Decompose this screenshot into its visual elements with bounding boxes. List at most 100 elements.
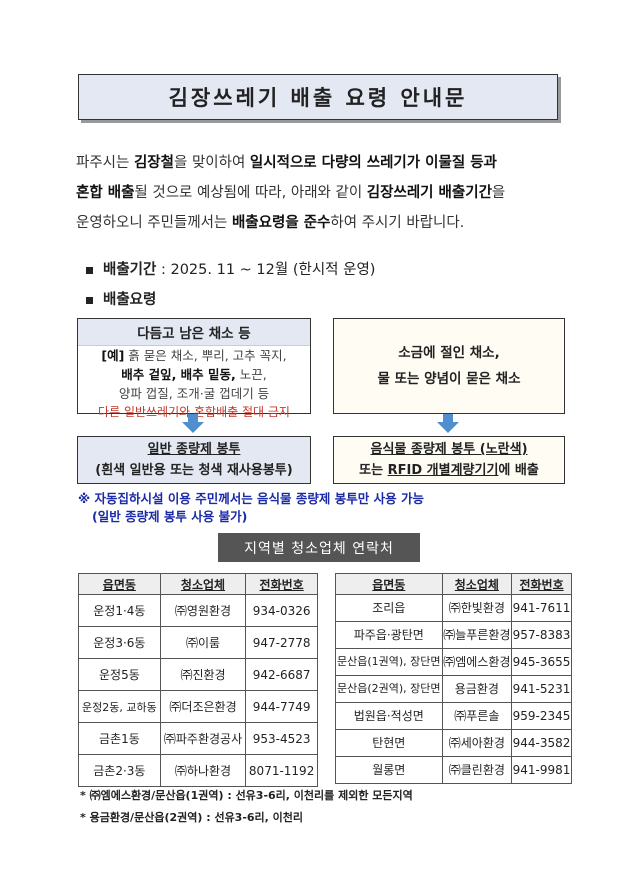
company-cell: ㈜더조은환경 bbox=[159, 690, 247, 723]
table-row: 금촌2·3동 ㈜하나환경 8071-1192 bbox=[78, 754, 318, 787]
example-tag: [예] bbox=[101, 348, 125, 363]
phone-cell: 942-6687 bbox=[245, 658, 318, 691]
company-cell: ㈜세아환경 bbox=[441, 729, 513, 757]
area-cell: 금촌2·3동 bbox=[78, 754, 161, 787]
method-label: 배출요령 bbox=[103, 292, 157, 308]
area-cell: 운정2동, 교하동 bbox=[78, 690, 161, 723]
footnote: * ㈜엠에스환경/문산읍(1권역) : 선유3-6리, 이천리를 제외한 모든지… bbox=[80, 789, 413, 802]
phone-cell: 957-8383 bbox=[511, 621, 572, 649]
col-header: 전화번호 bbox=[511, 573, 572, 595]
area-cell: 운정1·4동 bbox=[78, 594, 161, 627]
intro-paragraph: 파주시는 김장철을 맞이하여 일시적으로 다량의 쓰레기가 이물질 등과 혼합 … bbox=[76, 148, 566, 238]
period-label: 배출기간 bbox=[103, 262, 157, 278]
text: 김장쓰레기 배출기간 bbox=[366, 185, 492, 201]
general-bag-box: 일반 종량제 봉투 (흰색 일반용 또는 청색 재사용봉투) bbox=[77, 436, 311, 484]
table-row: 파주읍·광탄면 ㈜늘푸른환경 957-8383 bbox=[335, 621, 572, 649]
phone-cell: 941-5231 bbox=[511, 675, 572, 703]
text: RFID 개별계량기기 bbox=[387, 463, 499, 478]
text: 노끈, bbox=[235, 367, 267, 382]
phone-cell: 944-7749 bbox=[245, 690, 318, 723]
text: 배출요령을 준수 bbox=[231, 215, 331, 231]
text: 물 또는 양념이 묻은 채소 bbox=[377, 371, 521, 387]
box-header: 다듬고 남은 채소 등 bbox=[78, 319, 310, 346]
company-cell: ㈜영원환경 bbox=[159, 594, 247, 627]
text: (흰색 일반용 또는 청색 재사용봉투) bbox=[95, 463, 293, 478]
text: 흙 묻은 채소, 뿌리, 고추 꼭지, bbox=[124, 348, 287, 363]
phone-cell: 953-4523 bbox=[245, 722, 318, 755]
section-title: 지역별 청소업체 연락처 bbox=[218, 533, 420, 562]
company-cell: ㈜푸른솔 bbox=[441, 702, 513, 730]
contact-table-right: 읍면동 청소업체 전화번호 조리읍 ㈜한빛환경 941-7611 파주읍·광탄면 ㈜늘푸른환… bbox=[335, 573, 572, 784]
table-row: 문산읍(1권역), 장단면 ㈜엠에스환경 945-3655 bbox=[335, 648, 572, 676]
company-cell: ㈜한빛환경 bbox=[441, 594, 513, 622]
company-cell: ㈜클린환경 bbox=[441, 756, 513, 784]
col-header: 청소업체 bbox=[159, 573, 247, 595]
general-waste-box: 다듬고 남은 채소 등 [예] 흙 묻은 채소, 뿌리, 고추 꼭지, 배추 겉… bbox=[77, 318, 311, 419]
text: 을 맞이하여 bbox=[174, 155, 250, 171]
table-row: 금촌1동 ㈜파주환경공사 953-4523 bbox=[78, 722, 318, 755]
text: 될 것으로 예상됨에 따라, 아래와 같이 bbox=[134, 185, 367, 201]
text: 파주시는 bbox=[76, 155, 134, 171]
company-cell: ㈜이룸 bbox=[159, 626, 247, 659]
text: 에 배출 bbox=[498, 463, 539, 478]
area-cell: 운정3·6동 bbox=[78, 626, 161, 659]
text: ※ 자동집하시설 이용 주민께서는 음식물 종량제 봉투만 사용 가능 bbox=[78, 491, 424, 506]
warning-text: 다른 일반쓰레기와 혼합배출 절대 금지 bbox=[98, 405, 290, 419]
company-cell: ㈜엠에스환경 bbox=[441, 648, 513, 676]
area-cell: 운정5동 bbox=[78, 658, 161, 691]
col-header: 청소업체 bbox=[441, 573, 513, 595]
table-row: 운정1·4동 ㈜영원환경 934-0326 bbox=[78, 594, 318, 627]
period-item: 배출기간 : 2025. 11 ~ 12월 (한시적 운영) bbox=[86, 258, 375, 279]
col-header: 읍면동 bbox=[335, 573, 443, 595]
area-cell: 조리읍 bbox=[335, 594, 443, 622]
text: 하여 주시기 바랍니다. bbox=[330, 215, 465, 231]
table-row: 운정3·6동 ㈜이룸 947-2778 bbox=[78, 626, 318, 659]
phone-cell: 941-7611 bbox=[511, 594, 572, 622]
table-row: 조리읍 ㈜한빛환경 941-7611 bbox=[335, 594, 572, 622]
phone-cell: 934-0326 bbox=[245, 594, 318, 627]
page-title: 김장쓰레기 배출 요령 안내문 bbox=[78, 74, 558, 120]
contact-table-left: 읍면동 청소업체 전화번호 운정1·4동 ㈜영원환경 934-0326 운정3·6동 ㈜이룸… bbox=[78, 573, 318, 787]
notice-text: ※ 자동집하시설 이용 주민께서는 음식물 종량제 봉투만 사용 가능 (일반 … bbox=[78, 490, 424, 526]
company-cell: ㈜파주환경공사 bbox=[159, 722, 247, 755]
square-bullet-icon bbox=[86, 266, 93, 274]
food-bag-box: 음식물 종량제 봉투 (노란색) 또는 RFID 개별계량기기에 배출 bbox=[333, 436, 565, 484]
footnote: * 용금환경/문산읍(2권역) : 선유3-6리, 이천리 bbox=[80, 811, 304, 824]
text: 배추 겉잎, 배추 밑동, bbox=[121, 367, 236, 382]
company-cell: ㈜하나환경 bbox=[159, 754, 247, 787]
area-cell: 월롱면 bbox=[335, 756, 443, 784]
arrow-down-icon bbox=[437, 414, 459, 433]
period-value: : 2025. 11 ~ 12월 (한시적 운영) bbox=[156, 262, 376, 278]
table-row: 운정2동, 교하동 ㈜더조은환경 944-7749 bbox=[78, 690, 318, 723]
table-row: 탄현면 ㈜세아환경 944-3582 bbox=[335, 729, 572, 757]
table-row: 운정5동 ㈜진환경 942-6687 bbox=[78, 658, 318, 691]
table-row: 법원읍·적성면 ㈜푸른솔 959-2345 bbox=[335, 702, 572, 730]
col-header: 전화번호 bbox=[245, 573, 318, 595]
area-cell: 법원읍·적성면 bbox=[335, 702, 443, 730]
text: (일반 종량제 봉투 사용 불가) bbox=[92, 509, 248, 524]
text: 김장철 bbox=[133, 155, 174, 171]
text: 음식물 종량제 봉투 (노란색) bbox=[370, 442, 528, 457]
text: 양파 껍질, 조개·굴 껍데기 등 bbox=[118, 386, 270, 401]
phone-cell: 945-3655 bbox=[511, 648, 572, 676]
phone-cell: 941-9981 bbox=[511, 756, 572, 784]
text: 소금에 절인 채소, bbox=[398, 345, 500, 361]
area-cell: 탄현면 bbox=[335, 729, 443, 757]
phone-cell: 8071-1192 bbox=[245, 754, 318, 787]
text: 을 bbox=[491, 185, 506, 201]
food-waste-box: 소금에 절인 채소, 물 또는 양념이 묻은 채소 bbox=[333, 318, 565, 414]
table-row: 문산읍(2권역), 장단면 용금환경 941-5231 bbox=[335, 675, 572, 703]
phone-cell: 944-3582 bbox=[511, 729, 572, 757]
text: 일반 종량제 봉투 bbox=[147, 442, 241, 457]
text: 일시적으로 다량의 쓰레기가 이물질 등과 bbox=[249, 155, 497, 171]
text: 운영하오니 주민들께서는 bbox=[76, 215, 232, 231]
table-row: 월롱면 ㈜클린환경 941-9981 bbox=[335, 756, 572, 784]
area-cell: 금촌1동 bbox=[78, 722, 161, 755]
area-cell: 파주읍·광탄면 bbox=[335, 621, 443, 649]
company-cell: 용금환경 bbox=[441, 675, 513, 703]
area-cell: 문산읍(2권역), 장단면 bbox=[335, 675, 443, 703]
text: 또는 bbox=[359, 463, 388, 478]
area-cell: 문산읍(1권역), 장단면 bbox=[335, 648, 443, 676]
arrow-down-icon bbox=[182, 414, 204, 433]
